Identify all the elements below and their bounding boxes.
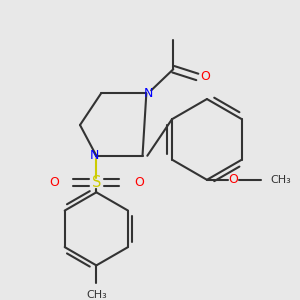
Text: CH₃: CH₃ [270,175,291,185]
Text: S: S [92,175,101,190]
Text: O: O [228,173,238,186]
Text: O: O [200,70,210,83]
Text: N: N [144,87,153,100]
Text: O: O [49,176,59,189]
Text: N: N [90,149,99,162]
Text: O: O [134,176,144,189]
Text: CH₃: CH₃ [86,290,107,300]
